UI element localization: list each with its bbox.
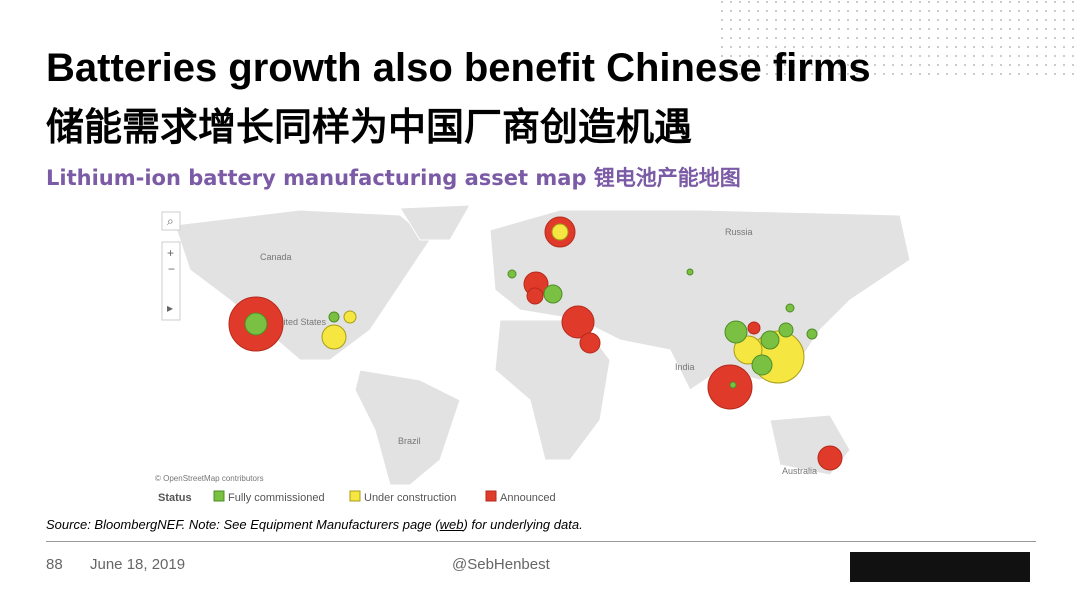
source-text: Source: BloombergNEF. Note: See Equipmen… <box>46 517 440 532</box>
source-note: Source: BloombergNEF. Note: See Equipmen… <box>46 517 583 532</box>
legend: Status Fully commissioned Under construc… <box>158 490 556 504</box>
legend-title: Status <box>158 492 192 504</box>
map-label: United States <box>272 317 327 327</box>
search-button[interactable] <box>161 211 181 231</box>
source-text: ) for underlying data. <box>463 517 583 532</box>
map-label: Russia <box>725 227 753 237</box>
footer-rule <box>46 541 1036 542</box>
zoom-panel[interactable] <box>161 241 181 321</box>
source-link[interactable]: web <box>439 517 464 532</box>
map-label: Brazil <box>398 436 421 446</box>
legend-item: Announced <box>500 492 556 504</box>
asset-circles <box>228 216 843 471</box>
dot-pattern <box>720 0 1080 80</box>
map-labels: Canada Russia United States India Brazil… <box>260 227 817 476</box>
svg-text:⌕: ⌕ <box>167 214 174 228</box>
subtitle: 储能需求增长同样为中国厂商创造机遇 <box>46 105 693 149</box>
zoom-controls <box>161 211 181 321</box>
attribution: © OpenStreetMap contributors <box>155 474 264 483</box>
svg-text:▸: ▸ <box>167 301 173 315</box>
map-label: Canada <box>260 252 292 262</box>
handle: @SebHenbest <box>452 556 550 573</box>
date: June 18, 2019 <box>90 556 186 573</box>
svg-text:−: − <box>168 262 175 276</box>
map-label: India <box>675 362 695 372</box>
svg-text:+: + <box>167 246 174 260</box>
page-number: 88 <box>46 556 63 573</box>
legend-item: Under construction <box>364 492 456 504</box>
logo <box>850 552 1030 582</box>
title: Batteries growth also benefit Chinese fi… <box>46 46 871 90</box>
map-heading: Lithium-ion battery manufacturing asset … <box>46 166 741 190</box>
legend-item: Fully commissioned <box>228 492 325 504</box>
map-label: Australia <box>782 466 817 476</box>
land <box>174 204 911 486</box>
map: Canada Russia United States India Brazil… <box>155 203 925 504</box>
